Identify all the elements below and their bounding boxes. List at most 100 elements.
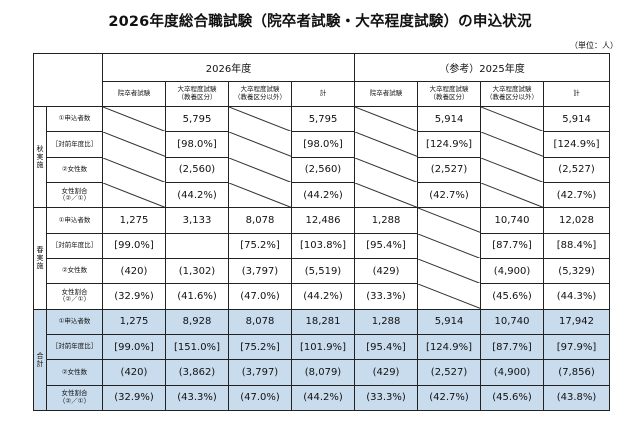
cell-total-applicants: 1,275	[102, 308, 166, 335]
diagonal-strike	[103, 158, 165, 182]
cell-autumn-ratio: [124.9%]	[543, 131, 611, 158]
cell-autumn-ratio: [98.0%]	[165, 131, 229, 158]
diagonal-strike	[481, 183, 543, 207]
cell-autumn-applicants: 5,914	[417, 105, 482, 133]
diagonal-strike	[418, 208, 480, 232]
diagonal-strike	[418, 259, 480, 283]
cell-total-applicants: 17,942	[543, 308, 611, 335]
column-header: 計	[290, 80, 356, 107]
cell-spring-ratio	[417, 233, 482, 259]
cell-spring-women_rate	[417, 283, 482, 310]
cell-total-women: (4,900)	[480, 359, 545, 386]
diagonal-strike	[355, 132, 417, 156]
cell-total-ratio: [95.4%]	[354, 333, 419, 361]
page-title: 2026年度総合職試験（院卒者試験・大卒程度試験）の申込状況	[108, 14, 532, 30]
cell-spring-ratio: [87.7%]	[480, 232, 545, 259]
cell-autumn-ratio	[102, 131, 166, 158]
row-label-women_rate: 女性割合 （②／①）	[46, 283, 103, 310]
cell-spring-applicants	[417, 207, 482, 234]
row-label-ratio: ［対前年度比］	[46, 131, 103, 158]
cell-autumn-applicants: 5,914	[543, 105, 611, 133]
row-label-women: ②女性数	[46, 359, 103, 386]
cell-spring-ratio: [99.0%]	[102, 232, 166, 259]
cell-autumn-ratio	[480, 131, 545, 158]
cell-total-applicants: 8,078	[228, 308, 292, 335]
cell-autumn-ratio: [98.0%]	[290, 131, 356, 158]
diagonal-strike	[355, 107, 417, 131]
diagonal-strike	[481, 107, 543, 131]
cell-autumn-women	[480, 157, 545, 183]
cell-spring-ratio: [75.2%]	[228, 232, 292, 259]
cell-spring-women_rate: (45.6%)	[480, 283, 545, 310]
cell-autumn-women_rate	[102, 182, 166, 209]
column-header: 大卒程度試験 （教養区分）	[417, 80, 482, 107]
diagonal-strike	[103, 107, 165, 131]
cell-spring-ratio: [95.4%]	[354, 232, 419, 259]
cell-autumn-applicants: 5,795	[165, 105, 229, 133]
cell-spring-women_rate: (41.6%)	[165, 283, 229, 310]
cell-spring-applicants: 10,740	[480, 207, 545, 234]
diagonal-strike	[355, 158, 417, 182]
cell-autumn-applicants	[480, 105, 545, 132]
column-header: 大卒程度試験 （教養区分以外）	[228, 80, 292, 107]
cell-total-women_rate: (43.3%)	[165, 384, 229, 412]
cell-spring-applicants: 12,486	[290, 207, 356, 234]
cell-total-women_rate: (47.0%)	[228, 384, 292, 412]
cell-spring-ratio: [88.4%]	[543, 232, 611, 259]
cell-total-ratio: [97.9%]	[543, 333, 611, 361]
row-label-applicants: ①申込者数	[46, 207, 103, 234]
cell-spring-women: (1,302)	[165, 257, 229, 285]
cell-autumn-applicants: 5,795	[290, 105, 356, 133]
cell-spring-applicants: 3,133	[165, 207, 229, 234]
cell-total-women_rate: (44.2%)	[290, 384, 356, 412]
column-header: 大卒程度試験 （教養区分）	[165, 80, 229, 107]
cell-total-applicants: 8,928	[165, 308, 229, 335]
unit-note: （単位：人）	[570, 41, 618, 50]
cell-spring-women: (429)	[354, 257, 419, 285]
diagonal-strike	[229, 107, 291, 131]
cell-total-women: (2,527)	[417, 359, 482, 386]
cell-spring-women: (3,797)	[228, 257, 292, 285]
cell-autumn-women_rate: (44.2%)	[290, 181, 356, 209]
cell-autumn-women	[228, 157, 292, 183]
cell-spring-women_rate: (32.9%)	[102, 283, 166, 310]
cell-total-women: (429)	[354, 359, 419, 386]
cell-total-women_rate: (45.6%)	[480, 384, 545, 412]
cell-autumn-applicants	[228, 105, 292, 132]
cell-spring-women: (420)	[102, 257, 166, 285]
column-header: 院卒者試験	[354, 80, 419, 107]
diagonal-strike	[481, 132, 543, 156]
row-label-ratio: ［対前年度比］	[46, 333, 103, 361]
row-label-women: ②女性数	[46, 257, 103, 285]
cell-total-applicants: 1,288	[354, 308, 419, 335]
diagonal-strike	[103, 132, 165, 156]
cell-autumn-women	[354, 157, 419, 183]
cell-autumn-women_rate	[480, 182, 545, 209]
cell-total-applicants: 18,281	[290, 308, 356, 335]
row-label-women: ②女性数	[46, 156, 103, 183]
cell-autumn-women: (2,560)	[165, 156, 229, 183]
column-header: 計	[543, 80, 611, 107]
cell-total-ratio: [99.0%]	[102, 333, 166, 361]
group-label-total: 合計	[33, 308, 47, 412]
diagonal-strike	[355, 183, 417, 207]
row-label-applicants: ①申込者数	[46, 105, 103, 133]
cell-total-applicants: 5,914	[417, 308, 482, 335]
cell-spring-women_rate: (33.3%)	[354, 283, 419, 310]
cell-autumn-women_rate: (42.7%)	[543, 181, 611, 209]
diagonal-strike	[481, 158, 543, 182]
cell-spring-women_rate: (44.2%)	[290, 283, 356, 310]
column-header: 大卒程度試験 （教養区分以外）	[480, 80, 545, 107]
diagonal-strike	[229, 158, 291, 182]
cell-autumn-ratio	[354, 131, 419, 158]
cell-spring-applicants: 8,078	[228, 207, 292, 234]
cell-spring-women: (5,519)	[290, 257, 356, 285]
cell-autumn-women	[102, 157, 166, 183]
cell-spring-women: (5,329)	[543, 257, 611, 285]
cell-total-women_rate: (33.3%)	[354, 384, 419, 412]
diagonal-strike	[418, 234, 480, 258]
diagonal-strike	[229, 132, 291, 156]
cell-spring-women	[417, 258, 482, 284]
cell-autumn-women_rate	[354, 182, 419, 209]
cell-spring-ratio: [103.8%]	[290, 232, 356, 259]
